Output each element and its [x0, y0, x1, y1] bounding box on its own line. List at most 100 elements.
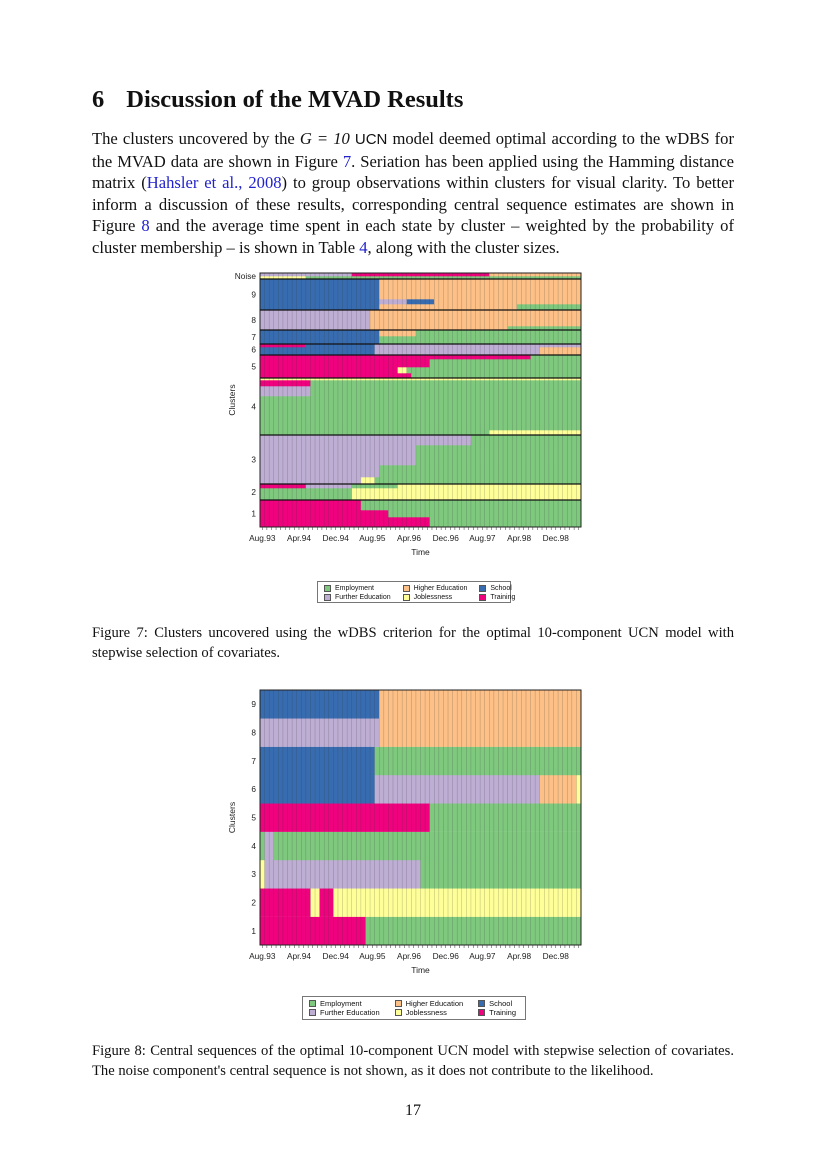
central-sequence-segment — [333, 888, 581, 917]
sequence-segment — [379, 330, 416, 337]
legend-label: Higher Education — [405, 999, 464, 1008]
sequence-segment — [379, 336, 581, 345]
x-axis-label: Time — [411, 965, 430, 975]
sequence-segment — [260, 304, 380, 311]
section-heading: 6 Discussion of the MVAD Results — [92, 86, 463, 114]
sequence-segment — [388, 510, 581, 518]
figure-8-link[interactable]: 8 — [141, 216, 150, 236]
central-sequence-segment — [379, 690, 581, 719]
legend-item: School — [479, 584, 515, 593]
legend-swatch — [324, 585, 331, 592]
cluster-label: 2 — [251, 487, 256, 497]
legend-swatch — [478, 1000, 486, 1007]
cluster-label: 7 — [251, 332, 256, 342]
sequence-segment — [507, 326, 581, 331]
sequence-segment — [360, 477, 375, 485]
sequence-segment — [260, 517, 430, 528]
table-4-link[interactable]: 4 — [359, 237, 368, 257]
legend-item: Employment — [324, 584, 391, 593]
x-tick-label: Apr.98 — [507, 951, 531, 961]
sequence-segment — [406, 367, 581, 374]
legend-swatch — [309, 1000, 316, 1007]
x-tick-label: Dec.94 — [323, 533, 350, 543]
sequence-segment — [351, 273, 490, 277]
legend-swatch — [402, 585, 410, 592]
sequence-segment — [397, 484, 581, 489]
sequence-segment — [305, 344, 375, 348]
x-tick-label: Aug.93 — [249, 533, 276, 543]
sequence-segment — [260, 378, 581, 381]
legend-swatch — [478, 1009, 486, 1016]
x-tick-label: Aug.95 — [359, 533, 386, 543]
cluster-label: 5 — [251, 813, 256, 823]
legend-item: Higher Education — [394, 999, 467, 1008]
x-axis-label: Time — [411, 547, 430, 557]
figure-8-legend: Employment Higher Education School Further … — [302, 996, 526, 1020]
central-sequence-segment — [260, 860, 265, 889]
text: . Seriation has been applied using the H… — [92, 151, 734, 193]
sequence-segment — [406, 299, 435, 305]
x-tick-label: Aug.93 — [249, 951, 276, 961]
sequence-segment — [260, 279, 380, 300]
sequence-segment — [260, 500, 361, 511]
cluster-label: 6 — [251, 784, 256, 794]
citation-link[interactable]: Hahsler et al., 2008 — [146, 173, 282, 193]
x-tick-label: Apr.94 — [287, 533, 311, 543]
x-tick-label: Dec.98 — [543, 951, 570, 961]
central-sequence-segment — [260, 746, 375, 776]
central-sequence-segment — [260, 888, 311, 917]
figure-8-chart: 1 2 3 4 5 6 7 8 9 Aug.93 Apr.94 Dec.94 Aug.95 Apr.96 D… — [227, 689, 582, 975]
central-sequence-segment — [264, 831, 274, 861]
sequence-segment — [379, 304, 517, 311]
legend-item: Higher Education — [402, 584, 467, 593]
sequence-segment — [305, 484, 352, 489]
sequence-segment — [260, 386, 311, 397]
section-number: 6 — [92, 86, 105, 113]
section-title: Discussion of the MVAD Results — [126, 86, 464, 113]
text: , along with the cluster sizes. — [367, 237, 560, 257]
x-tick-label: Dec.96 — [433, 533, 460, 543]
legend-item: Joblessness — [394, 1008, 467, 1017]
cluster-label: 2 — [251, 898, 256, 908]
plot-frame — [259, 272, 582, 528]
math-g: G = 10 — [299, 129, 350, 148]
central-sequence-segment — [264, 860, 421, 889]
legend-label: Joblessness — [413, 594, 453, 601]
figure-7-chart: 1 2 3 4 5 6 7 8 9 Noise Aug.93 Apr.94 Dec.94 Aug.95 Ap… — [227, 271, 582, 557]
sequence-segment — [539, 347, 581, 356]
legend-item: School — [478, 999, 519, 1008]
model-name: UCN — [354, 131, 388, 148]
x-tick-label: Dec.96 — [433, 951, 460, 961]
legend-swatch — [479, 585, 487, 592]
central-sequence-segment — [374, 746, 581, 776]
figure-7-link[interactable]: 7 — [342, 151, 352, 171]
legend-label: School — [489, 999, 513, 1008]
sequence-segment — [260, 373, 412, 379]
sequence-segment — [260, 326, 371, 331]
body-paragraph: The clusters uncovered by the G = 10 UCN… — [92, 128, 734, 259]
cluster-label: 9 — [251, 699, 256, 709]
central-sequence-segment — [260, 831, 265, 861]
legend-label: Employment — [320, 999, 362, 1008]
sequence-segment — [516, 304, 581, 311]
sequence-segment — [489, 430, 581, 436]
cluster-label: 4 — [251, 841, 256, 851]
legend-label: Joblessness — [405, 1008, 447, 1017]
x-tick-label: Apr.94 — [287, 951, 311, 961]
central-sequence-segment — [273, 831, 581, 861]
sequence-segment — [260, 359, 430, 368]
cluster-label: 8 — [251, 315, 256, 325]
legend-label: Training — [490, 594, 516, 601]
sequence-segment — [360, 500, 581, 511]
sequence-segment — [429, 517, 581, 528]
sequence-rows — [260, 273, 581, 528]
sequence-segment — [429, 359, 581, 368]
sequence-segment — [260, 355, 531, 360]
central-sequence-segment — [260, 718, 380, 747]
sequence-segment — [374, 347, 540, 356]
sequence-segment — [351, 488, 581, 501]
central-sequence-segment — [539, 775, 577, 804]
legend-label: Employment — [335, 585, 374, 592]
central-sequence-segment — [576, 775, 581, 804]
sequence-segment — [379, 299, 407, 305]
